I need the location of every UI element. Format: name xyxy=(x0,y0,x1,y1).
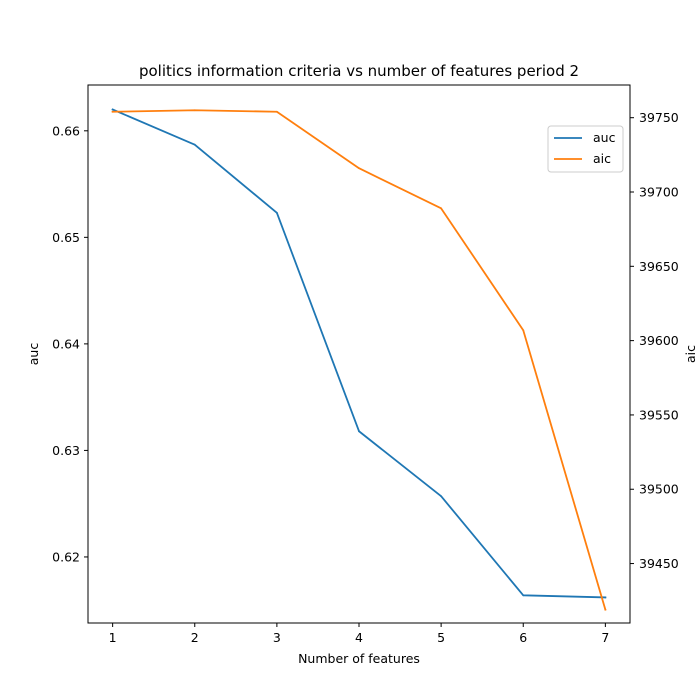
right-y-tick-label: 39700 xyxy=(639,185,679,200)
legend: auc aic xyxy=(547,125,624,173)
data-point-aic xyxy=(358,167,360,170)
data-point-aic xyxy=(275,110,278,113)
left-y-tick-label: 0.65 xyxy=(52,230,80,245)
x-axis: 1 2 3 4 5 6 7 xyxy=(109,623,609,645)
series-layer xyxy=(111,108,607,611)
left-y-axis-label: auc xyxy=(26,343,41,366)
chart-title: politics information criteria vs number … xyxy=(139,62,579,80)
x-tick-label: 1 xyxy=(109,630,117,645)
data-point-auc xyxy=(440,495,443,498)
data-point-aic xyxy=(440,207,443,210)
data-point-aic xyxy=(111,110,114,113)
x-tick-label: 4 xyxy=(355,630,363,645)
right-y-tick-label: 39550 xyxy=(639,407,679,422)
left-y-tick-label: 0.66 xyxy=(52,123,80,138)
legend-label-aic: aic xyxy=(593,151,611,166)
right-y-tick-label: 39750 xyxy=(639,110,679,125)
right-y-tick-label: 39600 xyxy=(639,333,679,348)
x-tick-label: 5 xyxy=(437,630,445,645)
left-y-tick-label: 0.64 xyxy=(52,336,80,351)
x-tick-label: 7 xyxy=(601,630,609,645)
right-y-tick-label: 39500 xyxy=(639,482,679,497)
data-point-auc xyxy=(111,108,114,111)
data-point-aic xyxy=(604,608,607,611)
data-point-aic xyxy=(193,109,196,112)
data-point-auc xyxy=(604,596,607,599)
data-point-auc xyxy=(522,594,525,597)
x-tick-label: 6 xyxy=(519,630,527,645)
x-tick-label: 3 xyxy=(273,630,281,645)
x-axis-label: Number of features xyxy=(298,651,420,666)
left-y-tick-label: 0.62 xyxy=(52,549,80,564)
left-y-axis: 0.62 0.63 0.64 0.65 0.66 xyxy=(52,123,88,564)
right-y-axis-label: aic xyxy=(683,345,698,363)
legend-label-auc: auc xyxy=(593,130,616,145)
data-point-auc xyxy=(275,211,278,214)
right-y-axis: 39450 39500 39550 39600 39650 39700 39750 xyxy=(630,110,679,571)
right-y-tick-label: 39650 xyxy=(639,259,679,274)
left-y-tick-label: 0.63 xyxy=(52,443,80,458)
x-tick-label: 2 xyxy=(191,630,199,645)
data-point-aic xyxy=(522,329,525,332)
data-point-auc xyxy=(358,430,360,433)
right-y-tick-label: 39450 xyxy=(639,556,679,571)
data-point-auc xyxy=(193,143,196,146)
